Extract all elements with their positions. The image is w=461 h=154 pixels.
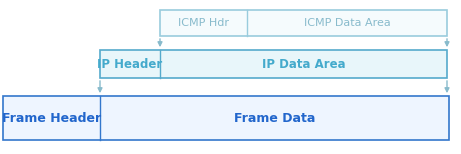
Text: Frame Data: Frame Data <box>234 111 315 124</box>
Text: ICMP Hdr: ICMP Hdr <box>178 18 229 28</box>
Text: IP Header: IP Header <box>97 57 163 71</box>
Bar <box>3 96 449 140</box>
Text: Frame Header: Frame Header <box>2 111 101 124</box>
Text: IP Data Area: IP Data Area <box>262 57 345 71</box>
Bar <box>100 50 447 78</box>
Bar <box>160 10 447 36</box>
Text: ICMP Data Area: ICMP Data Area <box>304 18 390 28</box>
